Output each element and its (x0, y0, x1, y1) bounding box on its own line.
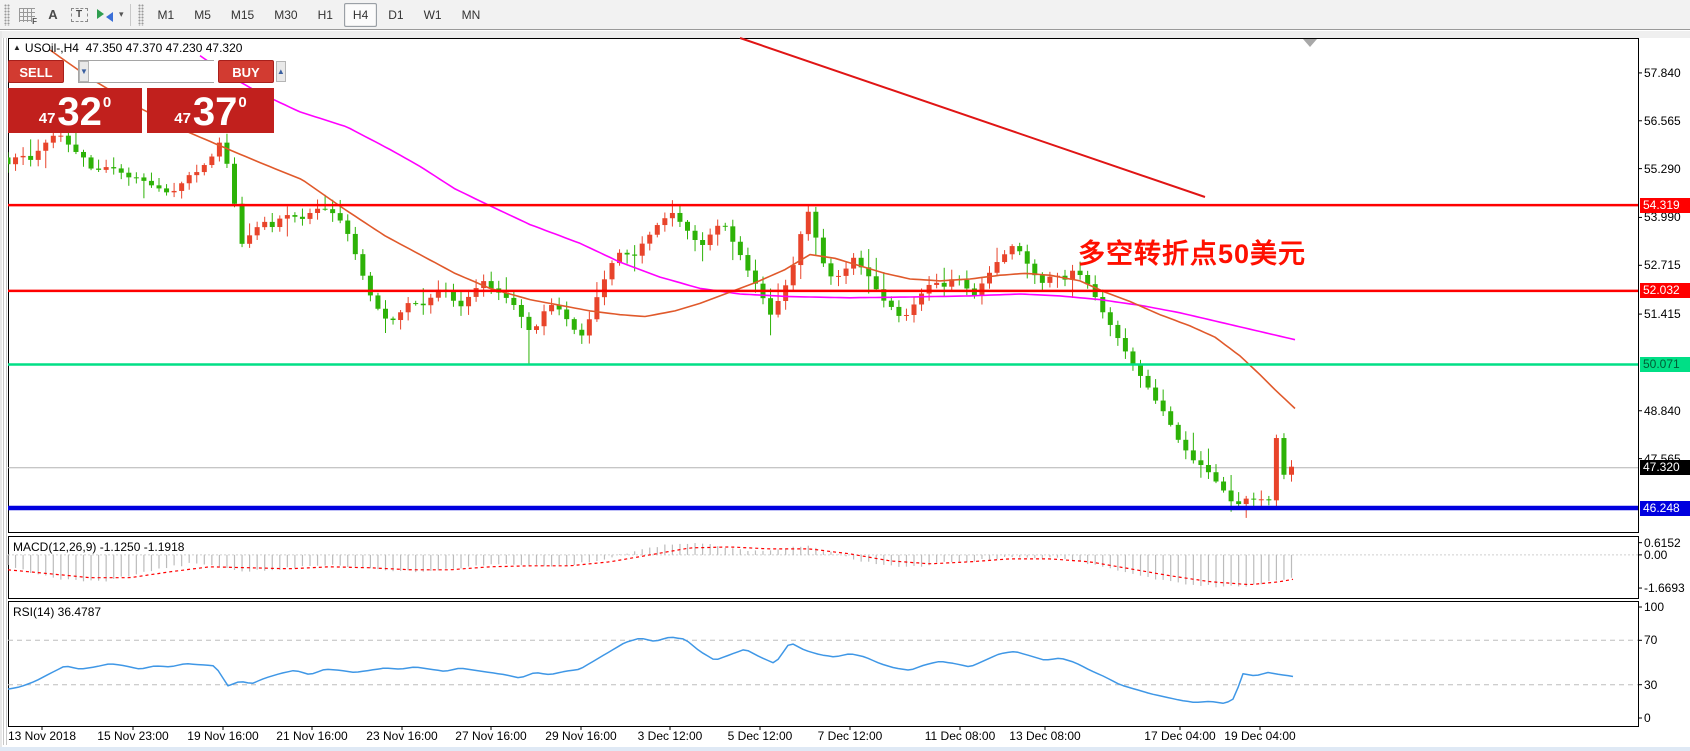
descending-trendline[interactable] (739, 37, 1206, 198)
price-level-badge: 46.248 (1640, 500, 1690, 516)
chart-header: ▲ USOil-,H4 47.350 47.370 47.230 47.320 (13, 41, 242, 55)
rsi-panel-area (7, 636, 1638, 705)
tab-timeframe-h1[interactable]: H1 (317, 7, 333, 22)
timeframe-bar: M1 M5 M15 M30 H1 H4 D1 W1 MN (148, 2, 491, 27)
price-level-badge: 50.071 (1640, 357, 1690, 373)
volume-increase-button[interactable]: ▲ (275, 61, 286, 82)
chart-top-strip (0, 31, 1690, 38)
horizontal-level-lines (8, 37, 1638, 511)
tab-timeframe-m5[interactable]: M5 (194, 7, 211, 22)
date-tick-label: 19 Dec 04:00 (1224, 729, 1296, 743)
text-box-icon[interactable]: T (67, 3, 91, 27)
price-tick-label: 53.990 (1644, 210, 1681, 225)
chart-annotation-text: 多空转折点50美元 (1078, 239, 1307, 269)
tab-timeframe-m30[interactable]: M30 (274, 7, 298, 22)
sell-button[interactable]: SELL (8, 60, 64, 83)
price-tick-label: 55.290 (1644, 161, 1681, 176)
symbol-label: USOil-,H4 (24, 41, 79, 55)
tab-timeframe-m1[interactable]: M1 (157, 7, 175, 22)
objects-cycle-icon[interactable] (93, 3, 117, 27)
date-tick-label: 29 Nov 16:00 (545, 729, 617, 743)
date-tick-label: 13 Nov 2018 (7, 729, 77, 743)
chart-shift-marker-icon[interactable] (1303, 39, 1317, 47)
window-left-edge (0, 31, 2, 747)
trade-panel-top-row: SELL ▼ ▲ BUY (8, 60, 286, 83)
chevron-down-icon[interactable]: ▾ (119, 9, 124, 19)
price-tick-label: 56.565 (1644, 113, 1681, 128)
tab-timeframe-h4[interactable]: H4 (343, 2, 378, 27)
price-tick-label: 48.840 (1644, 403, 1681, 418)
rsi-tick-label: 70 (1644, 633, 1658, 648)
indicator-window-icon[interactable]: F (15, 3, 39, 27)
price-chart-area (8, 49, 1638, 518)
price-tick-label: 51.415 (1644, 307, 1681, 322)
buy-price-handle: 47 (174, 110, 191, 127)
sell-price-handle: 47 (38, 110, 56, 127)
tab-timeframe-mn[interactable]: MN (461, 7, 481, 22)
date-tick-label: 19 Nov 16:00 (187, 729, 259, 743)
price-level-badge: 54.319 (1640, 197, 1690, 213)
ma-fast-line (49, 49, 1296, 410)
collapse-triangle-icon[interactable]: ▲ (13, 43, 21, 52)
rsi-line (7, 636, 1294, 705)
window-bottom-strip (0, 747, 1690, 751)
price-level-badge: 52.032 (1640, 283, 1690, 299)
sell-price-point: 0 (102, 94, 112, 111)
macd-histogram (7, 543, 1293, 588)
date-tick-label: 27 Nov 16:00 (455, 729, 527, 743)
ma-slow-line (199, 54, 1296, 341)
tab-timeframe-w1[interactable]: W1 (423, 7, 442, 22)
dashed-box-t-icon: T (70, 7, 88, 22)
date-tick-label: 5 Dec 12:00 (727, 729, 793, 743)
candles (8, 88, 1294, 518)
tab-timeframe-m15[interactable]: M15 (230, 7, 255, 22)
tab-timeframe-d1[interactable]: D1 (388, 7, 404, 22)
sell-price-quote[interactable]: 47 32 0 (8, 88, 142, 133)
price-tick-label: 52.715 (1644, 258, 1681, 273)
rsi-tick-label: 100 (1644, 599, 1665, 614)
date-tick-label: 15 Nov 23:00 (97, 729, 169, 743)
current-price-badge: 47.320 (1640, 460, 1690, 476)
toolbar-separator (129, 3, 131, 26)
rsi-tick-label: 30 (1644, 677, 1658, 692)
rsi-indicator-label: RSI(14) 36.4787 (13, 605, 102, 619)
date-tick-label: 3 Dec 12:00 (637, 729, 703, 743)
date-tick-label: 13 Dec 08:00 (1009, 729, 1081, 743)
date-tick-label: 23 Nov 16:00 (366, 729, 438, 743)
timeframe-toolbar-grip[interactable] (137, 3, 144, 26)
toolbar-grip[interactable] (4, 3, 10, 26)
macd-tick-label: -1.6693 (1644, 581, 1685, 596)
buy-price-pips: 37 (192, 90, 238, 134)
date-tick-label: 11 Dec 08:00 (924, 729, 996, 743)
volume-decrease-button[interactable]: ▼ (79, 61, 89, 82)
volume-control: ▼ ▲ (78, 60, 286, 83)
macd-panel-area (7, 543, 1638, 588)
macd-indicator-label: MACD(12,26,9) -1.1250 -1.1918 (13, 540, 185, 554)
macd-tick-label: 0.6152 (1644, 535, 1681, 550)
axis-ticks (41, 72, 1642, 730)
ohlc-values: 47.350 47.370 47.230 47.320 (85, 41, 243, 55)
rsi-tick-label: 0 (1644, 711, 1651, 725)
buy-price-quote[interactable]: 47 37 0 (147, 88, 274, 133)
macd-signal-line (7, 546, 1294, 586)
grid-f-icon: F (19, 7, 37, 26)
text-label-icon[interactable]: A (48, 7, 58, 22)
panel-borders (3, 38, 1639, 745)
macd-tick-label: 0.00 (1644, 547, 1668, 562)
date-tick-label: 7 Dec 12:00 (817, 729, 883, 743)
sell-price-pips: 32 (57, 90, 102, 134)
date-tick-label: 17 Dec 04:00 (1144, 729, 1216, 743)
price-tick-label: 57.840 (1644, 65, 1681, 80)
toolbar: F A T ▾ M1 M5 M15 M30 H1 H4 D1 W1 MN (0, 0, 1690, 30)
buy-price-point: 0 (238, 94, 247, 111)
cycle-arrows-icon (97, 8, 113, 22)
buy-button[interactable]: BUY (218, 60, 274, 83)
date-tick-label: 21 Nov 16:00 (276, 729, 348, 743)
